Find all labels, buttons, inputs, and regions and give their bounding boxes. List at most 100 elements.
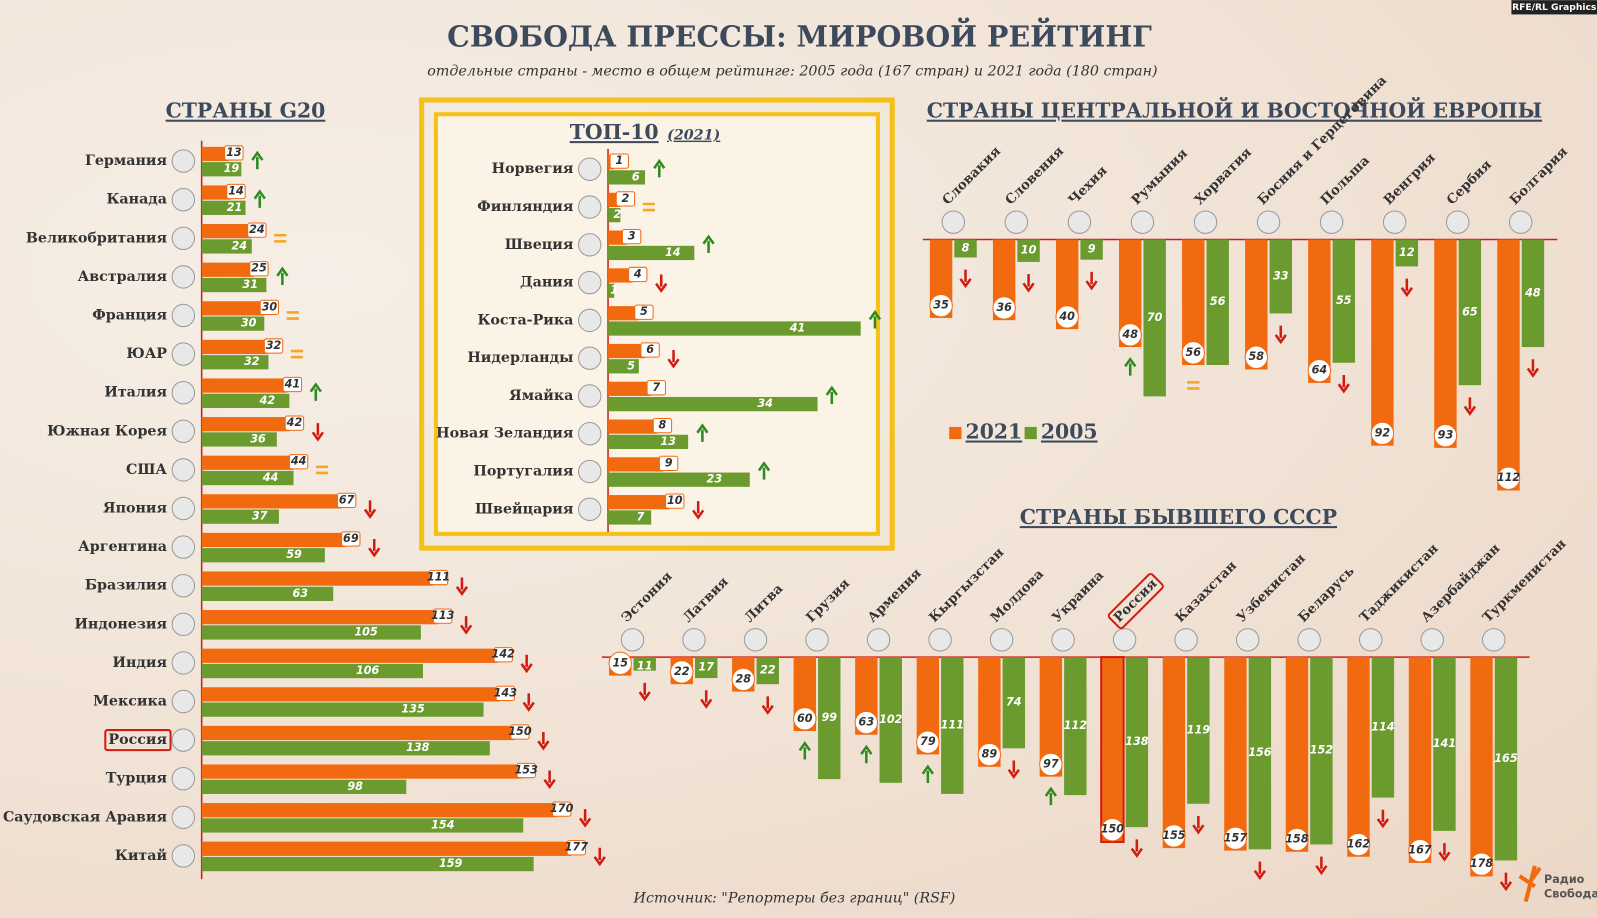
category-label-group: Литва [742, 581, 786, 625]
value-label: 178 [1470, 857, 1494, 870]
bar [756, 657, 779, 685]
bar [1434, 239, 1457, 448]
flag [928, 628, 952, 652]
value-label-circle [916, 730, 940, 754]
source: Источник: "Репортеры без границ" (RSF) [633, 890, 956, 906]
flag [1067, 210, 1092, 234]
value-label-circle [977, 742, 1002, 767]
arrow-down [537, 731, 550, 751]
value-label: 32 [266, 339, 282, 352]
arrow-up [868, 310, 882, 329]
value-label-circle [1285, 827, 1309, 852]
value-label: 8 [962, 242, 970, 255]
value-label-box [288, 454, 309, 470]
category-label-group: Венгрия [1381, 151, 1439, 209]
value-label: 141 [1433, 737, 1456, 750]
value-label: 30 [241, 317, 257, 330]
flag [1509, 210, 1533, 234]
bar [201, 316, 265, 331]
value-label-circle [1181, 341, 1205, 365]
value-label: 65 [1462, 305, 1478, 318]
value-label-box [263, 338, 284, 354]
value-label: 7 [652, 381, 660, 394]
arrow-up [309, 382, 322, 401]
value-label: 138 [1125, 735, 1149, 748]
category-label: Саудовская Аравия [3, 809, 168, 825]
flag [1174, 628, 1198, 652]
category-label-group: Словения [1003, 144, 1067, 208]
bar [201, 146, 229, 162]
logo-text: Радио [1544, 873, 1585, 886]
category-label: Австралия [78, 269, 168, 285]
flag [1445, 210, 1470, 234]
value-label: 177 [565, 841, 589, 854]
bar [1395, 239, 1419, 267]
value-label: 165 [1494, 752, 1518, 765]
value-label: 30 [262, 300, 278, 313]
bar [201, 803, 557, 818]
arrow-down [1438, 843, 1451, 862]
bar [608, 245, 695, 261]
arrow-down [1253, 861, 1267, 881]
bar [1308, 239, 1331, 383]
flag [577, 157, 602, 181]
arrow-down [455, 577, 469, 597]
value-label-circle [1370, 421, 1395, 446]
value-label: 37 [252, 510, 268, 523]
bar [608, 434, 689, 450]
value-label-circle [1039, 752, 1063, 777]
category-label: Швеция [505, 237, 574, 253]
category-label-group: Украина [1050, 568, 1108, 626]
value-label-circle [1408, 838, 1432, 863]
arrow-down [692, 501, 705, 520]
arrow-down [311, 423, 325, 442]
arrow-down [593, 847, 606, 867]
category-label: Румыния [1129, 146, 1191, 208]
arrow-down [1085, 271, 1098, 291]
category-label-group: Эстония [619, 569, 676, 626]
bar [608, 419, 658, 434]
value-label: 48 [1524, 286, 1541, 299]
flag [171, 380, 196, 405]
flag [171, 651, 196, 675]
arrow-down [1022, 274, 1035, 293]
value-label-box [516, 762, 536, 779]
value-label: 9 [665, 456, 673, 469]
flag [171, 805, 196, 830]
arrow-down [522, 693, 535, 712]
value-label-box [665, 493, 685, 509]
category-label: Эстония [619, 569, 676, 626]
value-label-circle [1496, 466, 1521, 490]
value-label: 5 [640, 305, 648, 318]
equal-sign [315, 465, 329, 475]
flag [171, 844, 196, 868]
value-label: 10 [1021, 244, 1037, 257]
bar [818, 657, 841, 780]
value-label: 93 [1438, 429, 1454, 442]
bar [201, 185, 231, 200]
value-label: 156 [1248, 746, 1272, 759]
bar [608, 208, 621, 223]
category-label-group: Чехия [1066, 163, 1111, 208]
bar [201, 571, 434, 586]
category-label: Норвегия [492, 161, 574, 177]
bar [1100, 656, 1125, 843]
flag [171, 303, 196, 328]
bar [201, 779, 407, 794]
bar [201, 532, 346, 548]
value-label-circle [1307, 358, 1332, 383]
main-title: СВОБОДА ПРЕССЫ: МИРОВОЙ РЕЙТИНГ [447, 18, 1152, 53]
bar [1162, 657, 1186, 849]
category-label: Германия [85, 153, 167, 169]
category-label: Канада [106, 192, 167, 208]
bar [1285, 657, 1309, 852]
category-label: Грузия [804, 576, 854, 626]
bar [1310, 657, 1333, 845]
value-label-box [652, 417, 673, 434]
flag [1051, 628, 1075, 652]
value-label: 32 [244, 355, 260, 368]
bar [1371, 239, 1394, 446]
value-label: 102 [879, 713, 903, 726]
bar [1206, 239, 1229, 365]
